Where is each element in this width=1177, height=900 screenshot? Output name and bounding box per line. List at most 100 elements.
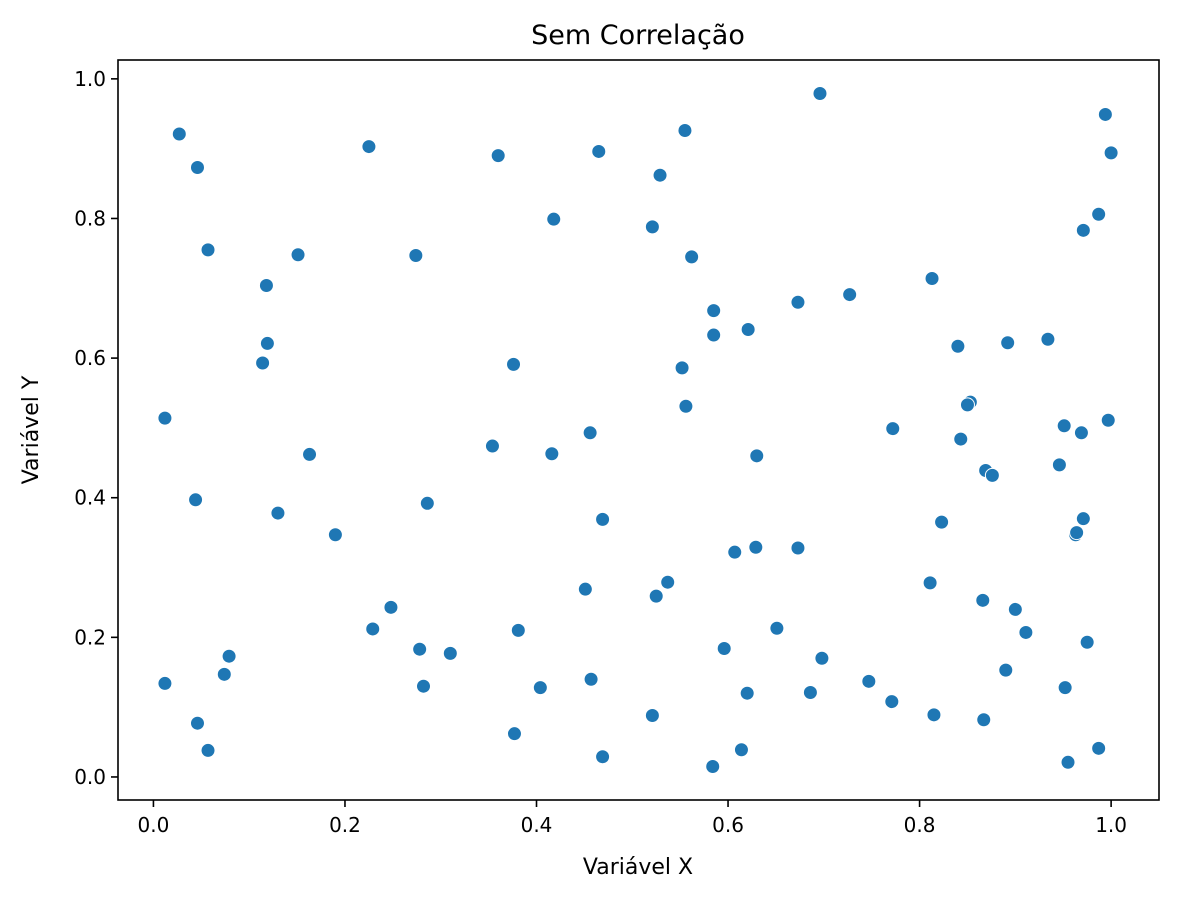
data-point: [1091, 206, 1107, 222]
data-point: [1060, 754, 1076, 770]
data-point: [660, 574, 676, 590]
data-point: [582, 425, 598, 441]
data-point: [924, 271, 940, 287]
x-axis-label: Variável X: [583, 855, 693, 880]
data-point: [361, 139, 377, 155]
data-point: [1097, 106, 1113, 122]
data-point: [644, 708, 660, 724]
x-tick-label: 0.0: [138, 813, 170, 837]
y-axis: 0.0 0.2 0.4 0.6 0.8 1.0: [74, 67, 118, 789]
data-point: [769, 620, 785, 636]
data-point: [790, 294, 806, 310]
data-point: [674, 360, 690, 376]
data-point: [959, 397, 975, 413]
data-point: [1018, 624, 1034, 640]
data-point: [200, 242, 216, 258]
data-point: [506, 356, 522, 372]
data-point: [189, 715, 205, 731]
data-point: [950, 338, 966, 354]
data-point: [419, 495, 435, 511]
data-point: [188, 492, 204, 508]
data-point: [705, 758, 721, 774]
data-point: [270, 505, 286, 521]
data-point: [157, 410, 173, 426]
y-tick-label: 1.0: [74, 67, 106, 91]
data-point: [733, 742, 749, 758]
data-point: [583, 671, 599, 687]
data-point: [678, 398, 694, 414]
data-point: [200, 742, 216, 758]
data-point: [383, 599, 399, 615]
data-point: [1051, 457, 1067, 473]
data-point: [1079, 634, 1095, 650]
data-point: [544, 446, 560, 462]
data-point: [1069, 525, 1085, 541]
data-point: [259, 335, 275, 351]
data-point: [1073, 425, 1089, 441]
data-point: [1091, 740, 1107, 756]
data-point: [684, 249, 700, 265]
y-tick-label: 0.2: [74, 625, 106, 649]
data-point: [408, 247, 424, 263]
data-point: [861, 673, 877, 689]
data-point: [1075, 222, 1091, 238]
data-point: [885, 421, 901, 437]
data-point: [749, 448, 765, 464]
data-point: [802, 684, 818, 700]
data-point: [484, 438, 500, 454]
data-point: [998, 662, 1014, 678]
x-tick-label: 0.2: [329, 813, 361, 837]
y-tick-label: 0.4: [74, 486, 106, 510]
y-tick-label: 0.8: [74, 206, 106, 230]
data-point: [740, 321, 756, 337]
data-point: [1040, 331, 1056, 347]
data-point: [442, 645, 458, 661]
chart-title: Sem Correlação: [531, 20, 745, 51]
data-point: [1000, 335, 1016, 351]
data-point: [490, 148, 506, 164]
data-point: [706, 303, 722, 319]
data-point: [258, 277, 274, 293]
y-tick-label: 0.0: [74, 765, 106, 789]
data-point: [1007, 601, 1023, 617]
data-point: [1056, 418, 1072, 434]
data-point: [934, 514, 950, 530]
data-point: [157, 675, 173, 691]
data-point: [365, 621, 381, 637]
data-point: [739, 685, 755, 701]
data-point: [677, 123, 693, 139]
data-point: [327, 527, 343, 543]
data-point: [506, 726, 522, 742]
x-tick-label: 0.8: [904, 813, 936, 837]
data-point: [532, 680, 548, 696]
x-tick-label: 0.4: [521, 813, 553, 837]
data-point: [922, 575, 938, 591]
data-point: [975, 592, 991, 608]
data-point: [842, 287, 858, 303]
data-point: [1057, 680, 1073, 696]
data-point: [1075, 511, 1091, 527]
data-point: [727, 544, 743, 560]
data-point: [221, 648, 237, 664]
data-point: [748, 539, 764, 555]
data-point: [926, 707, 942, 723]
data-point: [884, 694, 900, 710]
data-point: [577, 581, 593, 597]
data-point: [216, 666, 232, 682]
data-point: [984, 467, 1000, 483]
data-point: [255, 355, 271, 371]
data-point: [953, 431, 969, 447]
x-tick-label: 0.6: [712, 813, 744, 837]
x-tick-label: 1.0: [1095, 813, 1127, 837]
data-point: [546, 211, 562, 227]
y-axis-label: Variável Y: [19, 375, 44, 484]
data-point: [790, 540, 806, 556]
data-point: [189, 160, 205, 176]
plot-frame: [117, 59, 1160, 801]
data-point: [302, 446, 318, 462]
data-point: [595, 749, 611, 765]
x-axis: 0.0 0.2 0.4 0.6 0.8 1.0: [138, 800, 1127, 837]
data-point: [716, 641, 732, 657]
y-tick-label: 0.6: [74, 346, 106, 370]
